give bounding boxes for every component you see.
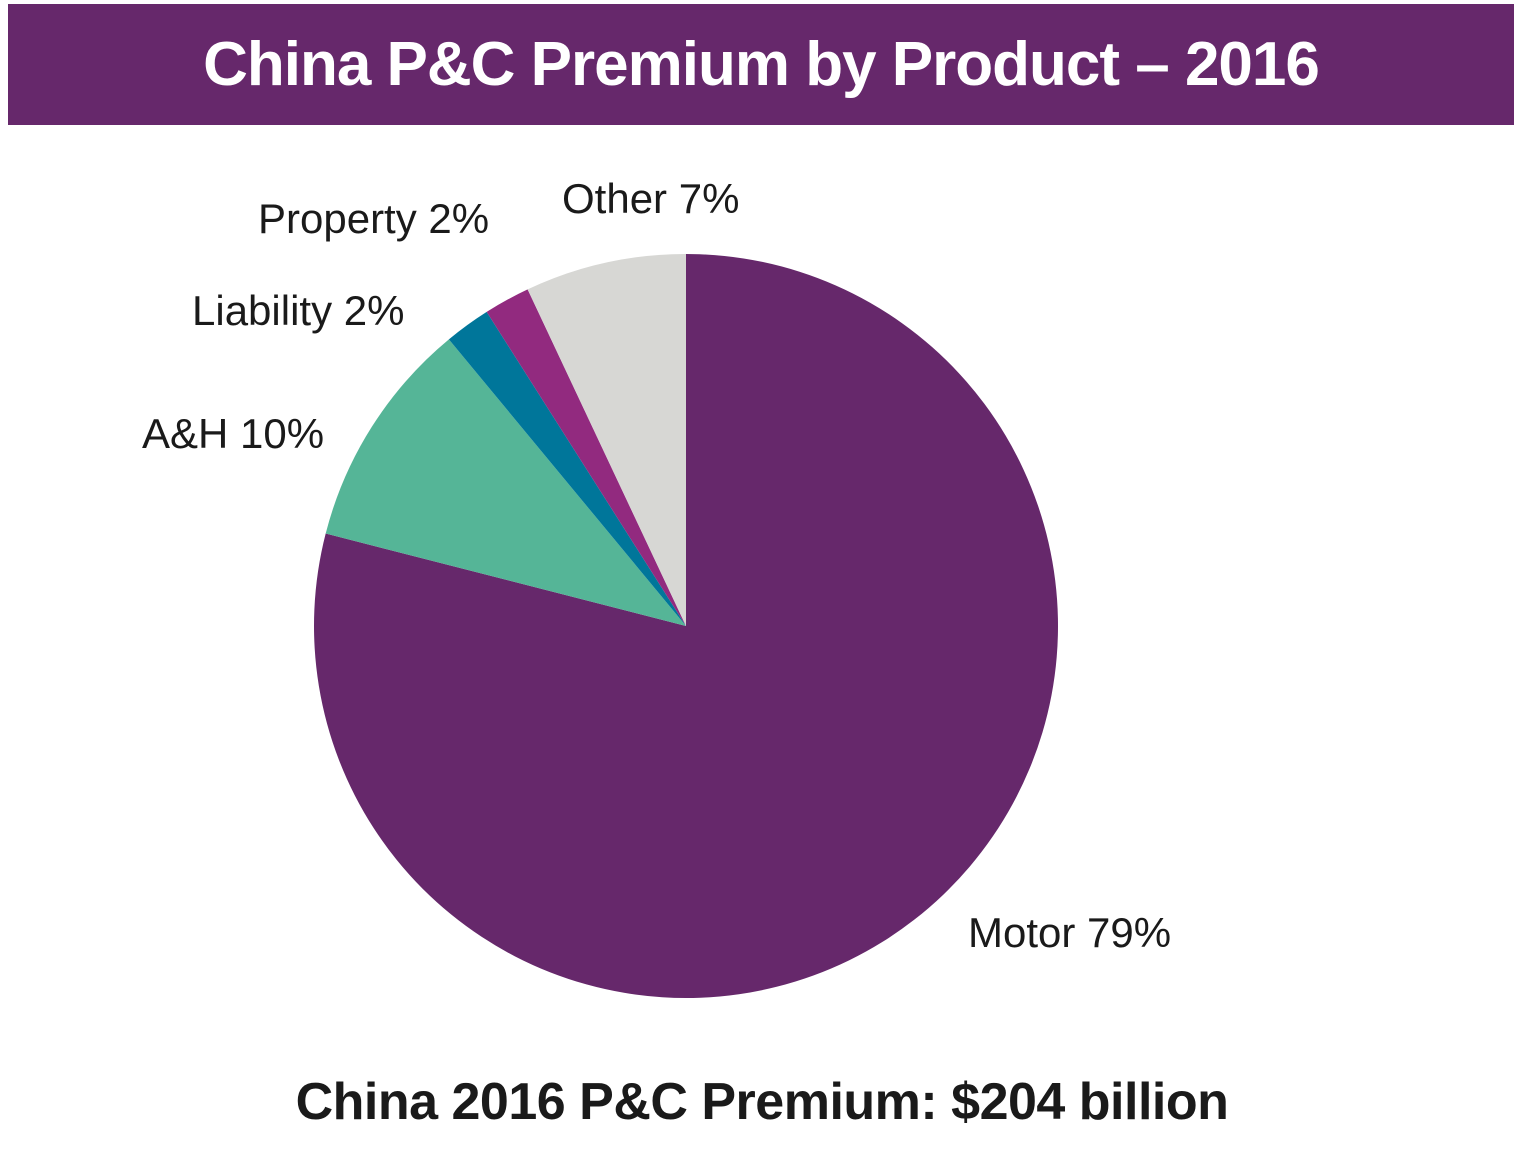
title-banner: China P&C Premium by Product – 2016 (8, 4, 1514, 125)
pie-slice-other (527, 254, 686, 626)
slice-label-motor: Motor 79% (968, 909, 1171, 956)
slice-label-liability: Liability 2% (192, 287, 404, 334)
pie-slice-motor (314, 254, 1059, 998)
slice-label-property: Property 2% (258, 195, 489, 242)
total-premium-caption: China 2016 P&C Premium: $204 billion (295, 1073, 1229, 1131)
pie-slice-property (486, 289, 686, 626)
pie-slice-a-h (325, 339, 686, 626)
chart-title: China P&C Premium by Product – 2016 (203, 30, 1320, 99)
slice-label-ah: A&H 10% (142, 410, 324, 457)
pie-slice-liability (448, 311, 686, 626)
pie-labels: Motor 79% A&H 10% Liability 2% Property … (142, 175, 1171, 956)
slice-label-other: Other 7% (562, 175, 739, 222)
pie-slices (314, 254, 1059, 998)
